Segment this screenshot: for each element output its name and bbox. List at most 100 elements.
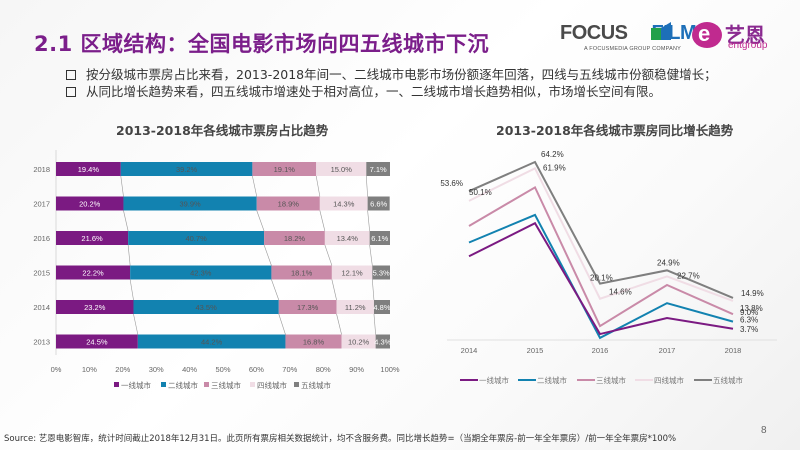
series-connector-line [278,313,286,335]
bar-segment-5 [369,231,390,245]
bar-segment-2 [128,231,265,245]
series-connector-line [371,279,375,301]
bar-data-label: 7.1% [370,165,387,174]
bar-segment-4 [341,334,376,349]
bullet-item: 按分级城市票房占比来看，2013-2018年间一、二线城市电影市场份额逐年回落，… [66,66,717,83]
series-connector-line [120,175,124,197]
line-series-2 [468,213,734,340]
x-tick-label: 2015 [527,346,544,355]
bar-data-label: 18.9% [278,200,300,209]
series-connector-line [256,210,265,232]
legend-label: 二线城市 [537,375,567,385]
legend-swatch [250,382,255,387]
x-tick-label: 40% [182,365,197,374]
legend-swatch [114,382,119,387]
bar-segment-3 [256,196,320,211]
bar-data-label: 18.1% [291,269,313,278]
bar-segment-1 [56,162,121,176]
x-tick-label: 30% [149,365,164,374]
bar-segment-5 [366,162,390,176]
bar-data-label: 39.2% [176,165,198,174]
bar-data-label: 42.3% [190,269,212,278]
bar-segment-1 [56,265,131,280]
legend-swatch [161,382,166,387]
series-connector-line [263,244,272,266]
series-connector-line [133,313,139,335]
bar-segment-5 [375,334,390,349]
bar-segment-2 [123,196,257,211]
series-connector-line [271,279,280,301]
series-connector-line [365,175,368,197]
legend-label: 五线城市 [713,375,743,385]
series-connector-line [129,279,134,301]
bar-segment-3 [271,265,332,280]
line-data-label: 61.9% [543,163,566,172]
line-series-4 [468,167,734,302]
line-series-5 [468,160,734,299]
legend-label: 二线城市 [168,380,198,390]
bar-segment-5 [373,300,390,314]
bar-segment-1 [56,300,134,314]
legend-swatch [204,382,209,387]
legend-label: 五线城市 [301,380,331,390]
series-connector-line [373,313,376,335]
line-chart-title: 2013-2018年各线城市票房同比增长趋势 [496,123,734,138]
y-tick-label: 2015 [33,269,50,278]
line-data-label: 6.3% [740,316,758,325]
line-series-1 [468,221,734,336]
bar-segment-4 [336,300,374,314]
bar-data-label: 16.8% [303,338,325,347]
bar-segment-3 [264,231,325,245]
entgroup-e-icon: e [692,21,722,48]
bar-segment-1 [56,334,138,349]
bar-data-label: 23.2% [84,303,106,312]
bar-segment-1 [56,231,129,245]
x-tick-label: 2018 [725,346,742,355]
line-data-label: 3.7% [740,325,758,334]
entgroup-cn-name: 艺恩 [725,25,765,47]
entgroup-en-name: entgroup [728,40,768,51]
line-data-label: 9.0% [740,308,758,317]
x-tick-label: 60% [249,365,264,374]
bar-data-label: 13.4% [337,234,359,243]
x-tick-label: 70% [282,365,297,374]
bar-segment-3 [252,162,317,176]
bar-data-label: 6.1% [371,234,388,243]
bar-data-label: 10.2% [348,338,370,347]
line-data-label: 14.6% [609,288,632,297]
bar-data-label: 24.5% [86,338,108,347]
series-connector-line [367,210,370,232]
series-connector-line [324,244,333,266]
bar-segment-3 [278,300,337,314]
bar-chart: 2018 19.4% 39.2% 19.1% 15.0% 7.1% 2017 20.2% 39.… [33,150,400,390]
summary-bullets: 按分级城市票房占比来看，2013-2018年间一、二线城市电影市场份额逐年回落，… [66,66,717,100]
bullet-item: 从同比增长趋势来看，四五线城市增速处于相对高位，一、二线城市增长趋势相似，市场增… [66,83,717,100]
bar-data-label: 21.6% [81,234,103,243]
series-connector-line [123,210,129,232]
bar-data-label: 39.9% [179,200,201,209]
focus-logo-text: FOCUS [560,22,628,44]
bar-data-label: 19.4% [78,165,100,174]
bar-segment-2 [133,300,279,314]
bar-segment-5 [367,196,390,211]
bar-data-label: 5.3% [373,269,390,278]
y-tick-label: 2014 [33,303,50,312]
legend-label: 一线城市 [479,375,509,385]
x-tick-label: 50% [215,365,230,374]
legend-label: 三线城市 [596,375,626,385]
bullet-text: 从同比增长趋势来看，四五线城市增速处于相对高位，一、二线城市增长趋势相似，市场增… [86,84,662,99]
x-tick-label: 90% [349,365,364,374]
line-data-label: 14.9% [741,289,764,298]
x-tick-label: 20% [115,365,130,374]
series-connector-line [319,210,326,232]
bar-segment-4 [331,265,373,280]
legend-label: 四线城市 [654,375,684,385]
bar-data-label: 19.1% [274,165,296,174]
line-data-label: 50.1% [469,188,492,197]
bar-segment-2 [130,265,272,280]
legend-label: 三线城市 [211,380,241,390]
bar-segment-4 [316,162,367,176]
bar-data-label: 4.8% [373,303,390,312]
bar-segment-4 [319,196,368,211]
entgroup-logo: e 艺恩 entgroup [692,20,772,52]
